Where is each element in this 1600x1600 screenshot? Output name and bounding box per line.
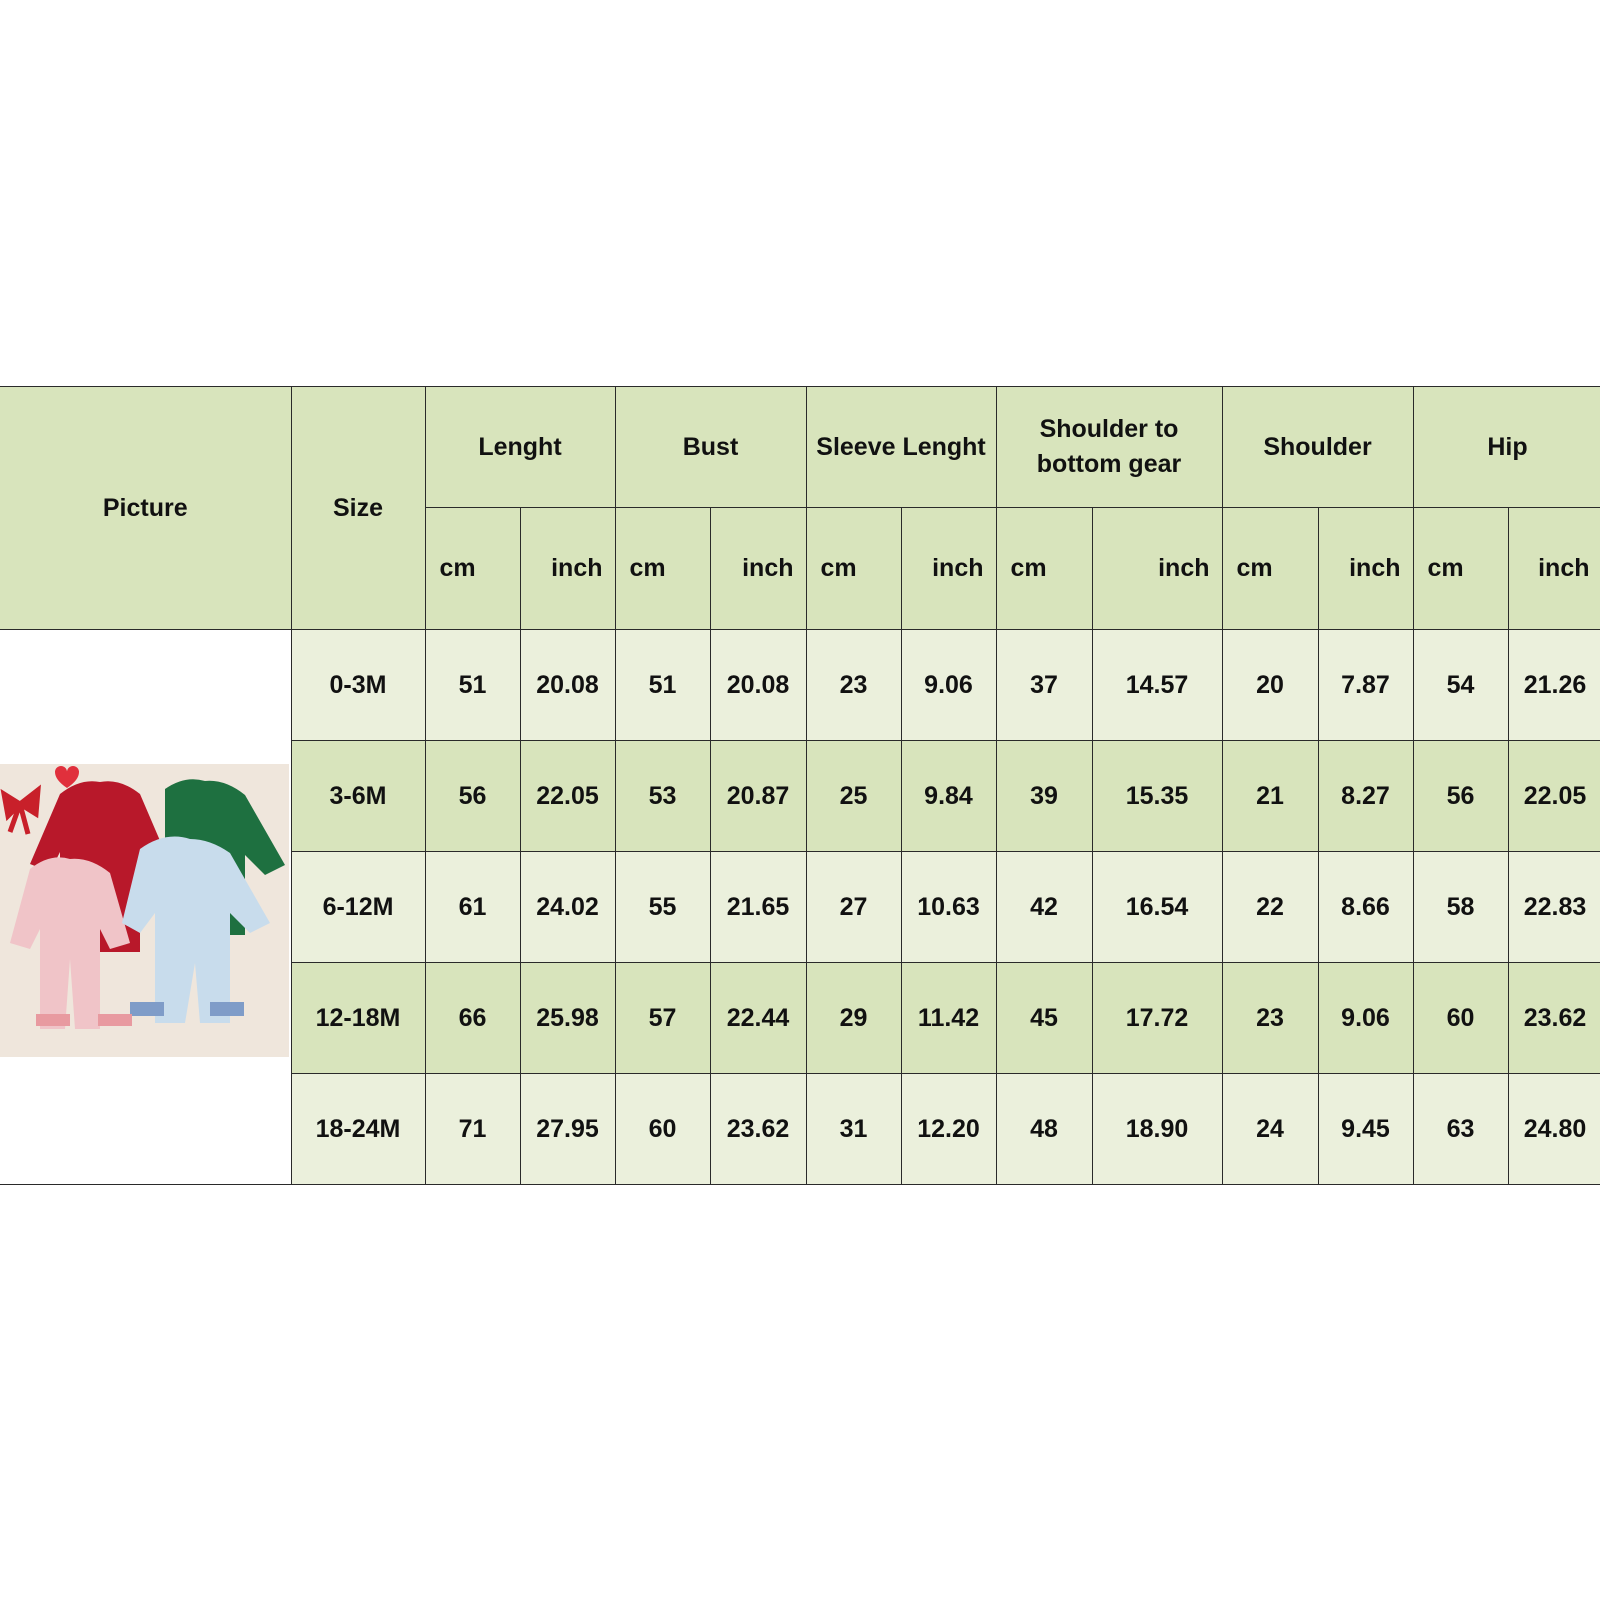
value-inch: 24.02 bbox=[519, 851, 616, 963]
value-inch: 9.45 bbox=[1317, 1073, 1414, 1185]
value-cm: 56 bbox=[424, 740, 521, 852]
unit-cm: cm bbox=[805, 507, 902, 630]
value-inch: 22.44 bbox=[709, 962, 807, 1074]
unit-inch: inch bbox=[519, 507, 616, 630]
unit-cm: cm bbox=[424, 507, 521, 630]
value-inch: 20.08 bbox=[519, 629, 616, 741]
value-cm: 45 bbox=[995, 962, 1093, 1074]
value-cm: 63 bbox=[1412, 1073, 1509, 1185]
value-inch: 14.57 bbox=[1091, 629, 1223, 741]
value-inch: 25.98 bbox=[519, 962, 616, 1074]
value-inch: 18.90 bbox=[1091, 1073, 1223, 1185]
unit-cm: cm bbox=[995, 507, 1093, 630]
product-picture-cell bbox=[0, 629, 292, 1185]
value-cm: 23 bbox=[805, 629, 902, 741]
header-row-units: cm inch cm inch cm inch cm inch cm inch cm inch bbox=[0, 507, 1600, 630]
value-cm: 58 bbox=[1412, 851, 1509, 963]
value-cm: 37 bbox=[995, 629, 1093, 741]
value-cm: 51 bbox=[614, 629, 711, 741]
header-size: Size bbox=[290, 386, 426, 630]
table-row: 0-3M 51 20.08 51 20.08 23 9.06 37 14.57 20 7.87 54 2… bbox=[0, 629, 1600, 1185]
value-inch: 21.26 bbox=[1507, 629, 1600, 741]
value-cm: 54 bbox=[1412, 629, 1509, 741]
value-inch: 17.72 bbox=[1091, 962, 1223, 1074]
value-cm: 23 bbox=[1221, 962, 1319, 1074]
value-inch: 8.66 bbox=[1317, 851, 1414, 963]
value-cm: 21 bbox=[1221, 740, 1319, 852]
value-cm: 60 bbox=[614, 1073, 711, 1185]
value-cm: 60 bbox=[1412, 962, 1509, 1074]
value-inch: 9.06 bbox=[900, 629, 997, 741]
value-cm: 56 bbox=[1412, 740, 1509, 852]
value-inch: 22.05 bbox=[1507, 740, 1600, 852]
value-inch: 8.27 bbox=[1317, 740, 1414, 852]
value-inch: 23.62 bbox=[1507, 962, 1600, 1074]
value-cm: 42 bbox=[995, 851, 1093, 963]
unit-cm: cm bbox=[614, 507, 711, 630]
unit-inch: inch bbox=[1091, 507, 1223, 630]
value-inch: 11.42 bbox=[900, 962, 997, 1074]
size-cell: 18-24M bbox=[290, 1073, 426, 1185]
unit-inch: inch bbox=[900, 507, 997, 630]
size-cell: 12-18M bbox=[290, 962, 426, 1074]
value-inch: 16.54 bbox=[1091, 851, 1223, 963]
table-row: 12-18M 66 25.98 57 22.44 29 11.42 45 17.72 23 9.06… bbox=[0, 962, 1600, 1074]
value-inch: 20.08 bbox=[709, 629, 807, 741]
value-cm: 25 bbox=[805, 740, 902, 852]
header-sleeve-length: Sleeve Lenght bbox=[805, 386, 997, 508]
value-inch: 12.20 bbox=[900, 1073, 997, 1185]
value-inch: 9.06 bbox=[1317, 962, 1414, 1074]
value-cm: 53 bbox=[614, 740, 711, 852]
unit-cm: cm bbox=[1412, 507, 1509, 630]
table-row: 3-6M 56 22.05 53 20.87 25 9.84 39 15.35 21 8.27 56 2… bbox=[0, 740, 1600, 852]
header-shoulder: Shoulder bbox=[1221, 386, 1414, 508]
value-cm: 24 bbox=[1221, 1073, 1319, 1185]
value-inch: 9.84 bbox=[900, 740, 997, 852]
unit-inch: inch bbox=[1317, 507, 1414, 630]
unit-cm: cm bbox=[1221, 507, 1319, 630]
value-inch: 21.65 bbox=[709, 851, 807, 963]
header-row-groups: Picture Size Lenght Bust Sleeve Lenght S… bbox=[0, 386, 1600, 630]
table-row: 6-12M 61 24.02 55 21.65 27 10.63 42 16.54 22 8.66 5… bbox=[0, 851, 1600, 963]
header-length: Lenght bbox=[424, 386, 616, 508]
size-cell: 6-12M bbox=[290, 851, 426, 963]
value-cm: 29 bbox=[805, 962, 902, 1074]
value-cm: 48 bbox=[995, 1073, 1093, 1185]
table-row: 18-24M 71 27.95 60 23.62 31 12.20 48 18.90 24 9.45… bbox=[0, 1073, 1600, 1185]
value-inch: 10.63 bbox=[900, 851, 997, 963]
value-cm: 22 bbox=[1221, 851, 1319, 963]
value-cm: 57 bbox=[614, 962, 711, 1074]
value-cm: 39 bbox=[995, 740, 1093, 852]
value-inch: 23.62 bbox=[709, 1073, 807, 1185]
value-cm: 61 bbox=[424, 851, 521, 963]
value-inch: 22.05 bbox=[519, 740, 616, 852]
value-cm: 20 bbox=[1221, 629, 1319, 741]
value-cm: 55 bbox=[614, 851, 711, 963]
value-inch: 22.83 bbox=[1507, 851, 1600, 963]
unit-inch: inch bbox=[1507, 507, 1600, 630]
value-cm: 51 bbox=[424, 629, 521, 741]
value-cm: 66 bbox=[424, 962, 521, 1074]
value-inch: 7.87 bbox=[1317, 629, 1414, 741]
header-shoulder-to-bottom: Shoulder to bottom gear bbox=[995, 386, 1223, 508]
size-chart-table: Picture Size Lenght Bust Sleeve Lenght S… bbox=[0, 386, 1600, 1185]
size-cell: 0-3M bbox=[290, 629, 426, 741]
value-inch: 27.95 bbox=[519, 1073, 616, 1185]
header-picture: Picture bbox=[0, 386, 292, 630]
size-cell: 3-6M bbox=[290, 740, 426, 852]
header-bust: Bust bbox=[614, 386, 807, 508]
value-inch: 24.80 bbox=[1507, 1073, 1600, 1185]
value-cm: 71 bbox=[424, 1073, 521, 1185]
value-cm: 27 bbox=[805, 851, 902, 963]
value-inch: 15.35 bbox=[1091, 740, 1223, 852]
product-photo bbox=[0, 763, 289, 1057]
value-inch: 20.87 bbox=[709, 740, 807, 852]
header-hip: Hip bbox=[1412, 386, 1600, 508]
value-cm: 31 bbox=[805, 1073, 902, 1185]
unit-inch: inch bbox=[709, 507, 807, 630]
